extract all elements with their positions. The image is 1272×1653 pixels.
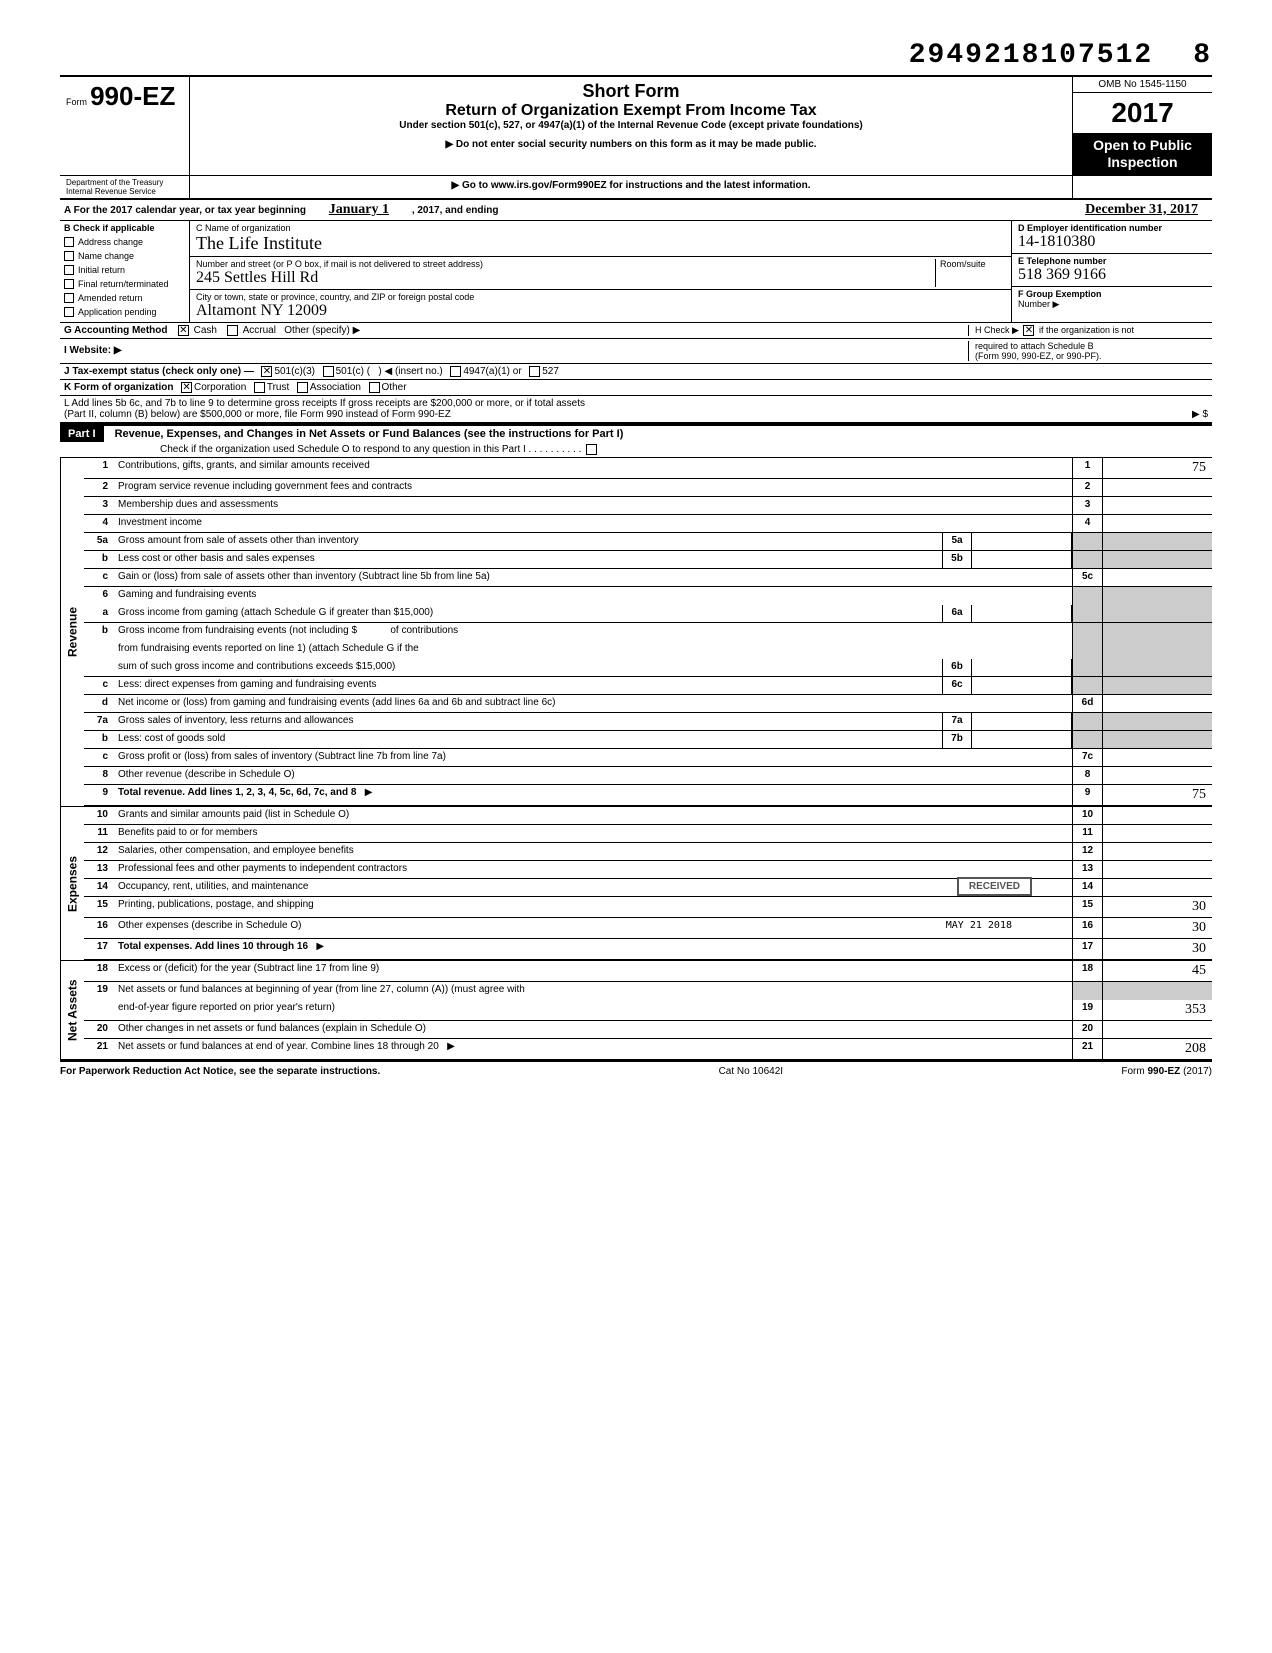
line-21-value[interactable]: 208: [1102, 1039, 1212, 1059]
form-footer: Form 990-EZ (2017): [1121, 1066, 1212, 1077]
received-stamp: RECEIVED: [957, 877, 1032, 896]
line-17-value[interactable]: 30: [1102, 939, 1212, 959]
schedule-b-checkbox[interactable]: ✕: [1023, 325, 1034, 336]
form-header: Form 990-EZ Short Form Return of Organiz…: [60, 75, 1212, 176]
short-form-label: Short Form: [198, 81, 1064, 102]
page-footer: For Paperwork Reduction Act Notice, see …: [60, 1061, 1212, 1077]
line-18-value[interactable]: 45: [1102, 961, 1212, 981]
line-9-value[interactable]: 75: [1102, 785, 1212, 805]
501c-checkbox[interactable]: [323, 366, 334, 377]
document-number: 29492181075128: [60, 40, 1212, 71]
year-begin[interactable]: January 1: [309, 202, 409, 217]
4947-checkbox[interactable]: [450, 366, 461, 377]
form-id-block: Form 990-EZ: [60, 77, 190, 175]
dept-row: Department of the Treasury Internal Reve…: [60, 176, 1212, 200]
org-address[interactable]: 245 Settles Hill Rd: [196, 269, 935, 287]
title-block: Short Form Return of Organization Exempt…: [190, 77, 1072, 175]
trust-checkbox[interactable]: [254, 382, 265, 393]
tax-year: 2017: [1073, 93, 1212, 133]
row-l: L Add lines 5b 6c, and 7b to line 9 to d…: [60, 396, 1212, 424]
addr-change-checkbox[interactable]: [64, 237, 74, 247]
org-name[interactable]: The Life Institute: [196, 233, 1005, 254]
paperwork-notice: For Paperwork Reduction Act Notice, see …: [60, 1066, 380, 1077]
column-d: D Employer identification number 14-1810…: [1012, 221, 1212, 322]
form-title: Return of Organization Exempt From Incom…: [198, 102, 1064, 120]
org-city[interactable]: Altamont NY 12009: [196, 302, 1005, 320]
net-assets-section: Net Assets 18Excess or (deficit) for the…: [60, 960, 1212, 1061]
column-c: C Name of organization The Life Institut…: [190, 221, 1012, 322]
row-j: J Tax-exempt status (check only one) — ✕…: [60, 364, 1212, 380]
column-b: B Check if applicable Address change Nam…: [60, 221, 190, 322]
revenue-section: Revenue 1Contributions, gifts, grants, a…: [60, 458, 1212, 806]
year-end[interactable]: December 31, 2017: [1075, 202, 1208, 218]
name-change-checkbox[interactable]: [64, 251, 74, 261]
inspection-badge: Open to Public Inspection: [1073, 133, 1212, 175]
website-note: ▶ Go to www.irs.gov/Form990EZ for instru…: [190, 176, 1072, 198]
revenue-label: Revenue: [60, 458, 84, 806]
row-i: I Website: ▶ required to attach Schedule…: [60, 339, 1212, 364]
cash-checkbox[interactable]: ✕: [178, 325, 189, 336]
part-1-header: Part I Revenue, Expenses, and Changes in…: [60, 424, 1212, 458]
dept-label: Department of the Treasury Internal Reve…: [60, 176, 190, 198]
line-1-value[interactable]: 75: [1102, 458, 1212, 478]
other-org-checkbox[interactable]: [369, 382, 380, 393]
room-suite: Room/suite: [935, 259, 1005, 287]
corp-checkbox[interactable]: ✕: [181, 382, 192, 393]
calendar-year-row: A For the 2017 calendar year, or tax yea…: [60, 200, 1212, 221]
schedule-o-checkbox[interactable]: [586, 444, 597, 455]
initial-return-checkbox[interactable]: [64, 265, 74, 275]
line-16-value[interactable]: 30: [1102, 918, 1212, 938]
row-k: K Form of organization ✕ Corporation Tru…: [60, 380, 1212, 396]
pending-checkbox[interactable]: [64, 307, 74, 317]
accrual-checkbox[interactable]: [227, 325, 238, 336]
line-15-value[interactable]: 30: [1102, 897, 1212, 917]
expenses-section: Expenses 10Grants and similar amounts pa…: [60, 806, 1212, 960]
ssn-note: ▶ Do not enter social security numbers o…: [198, 139, 1064, 150]
info-grid: B Check if applicable Address change Nam…: [60, 221, 1212, 323]
year-block: OMB No 1545-1150 2017 Open to Public Ins…: [1072, 77, 1212, 175]
assoc-checkbox[interactable]: [297, 382, 308, 393]
form-subtitle: Under section 501(c), 527, or 4947(a)(1)…: [198, 120, 1064, 131]
501c3-checkbox[interactable]: ✕: [261, 366, 272, 377]
amended-checkbox[interactable]: [64, 293, 74, 303]
final-return-checkbox[interactable]: [64, 279, 74, 289]
net-assets-label: Net Assets: [60, 961, 84, 1059]
527-checkbox[interactable]: [529, 366, 540, 377]
omb-number: OMB No 1545-1150: [1073, 77, 1212, 93]
telephone[interactable]: 518 369 9166: [1018, 266, 1206, 284]
cat-no: Cat No 10642I: [719, 1066, 784, 1077]
line-19-value[interactable]: 353: [1102, 1000, 1212, 1020]
date-stamp: MAY 21 2018: [946, 920, 1012, 931]
expenses-label: Expenses: [60, 807, 84, 960]
row-g-h: G Accounting Method ✕ Cash Accrual Other…: [60, 323, 1212, 339]
ein-value[interactable]: 14-1810380: [1018, 233, 1206, 251]
